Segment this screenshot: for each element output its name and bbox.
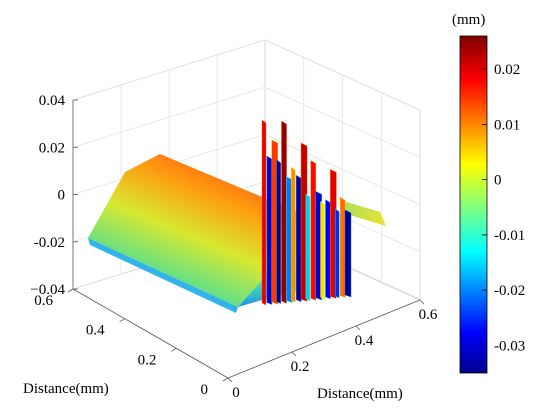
- y-axis-ticks: 0.6 0.4 0.2 0: [34, 288, 229, 398]
- plateau-top: [88, 154, 305, 307]
- surface-spike: [330, 169, 337, 299]
- z-axis-ticks: 0.04 0.02 0 -0.02 −0.04: [30, 93, 78, 298]
- tail-strip: [340, 200, 386, 226]
- y-tick-mark: [171, 347, 177, 352]
- surface-spike: [281, 120, 287, 304]
- surface-spike: [271, 139, 279, 305]
- surface-spike: [276, 159, 281, 304]
- surface-spike: [310, 160, 317, 301]
- x-tick-mark: [355, 325, 361, 331]
- x-tick-mark: [419, 299, 425, 305]
- y-axis-line: [72, 288, 229, 379]
- z-tick-label: 0.04: [39, 93, 66, 109]
- colorbar-tick-label: -0.03: [494, 338, 525, 354]
- plateau-front-wall: [88, 238, 238, 313]
- x-tick-label: 0.2: [291, 359, 310, 375]
- y-tick-mark: [222, 377, 229, 382]
- y-axis-label: Distance(mm): [23, 381, 109, 397]
- surface-spike: [291, 166, 296, 303]
- surface-spike: [334, 208, 340, 299]
- y-tick-mark: [119, 318, 125, 323]
- y-tick-mark: [67, 288, 74, 293]
- surface-spike: [286, 176, 293, 303]
- surface-spike: [295, 174, 302, 303]
- colorbar-tick-label: 0.01: [494, 117, 520, 133]
- y-tick-label: 0.6: [34, 293, 53, 309]
- colorbar-tick-label: -0.01: [494, 228, 525, 244]
- colorbar-tick-label: 0.02: [494, 62, 520, 78]
- z-tick-label: 0: [58, 188, 66, 204]
- surface: [88, 119, 386, 313]
- surface-spike: [305, 193, 311, 302]
- x-tick-label: 0.4: [355, 333, 374, 349]
- x-axis-label: Distance(mm): [317, 386, 403, 402]
- z-tick-label: -0.02: [34, 235, 65, 251]
- x-tick-mark: [291, 351, 297, 357]
- spike-region: [261, 119, 352, 306]
- z-tick-label: 0.02: [39, 140, 65, 156]
- surface-spike: [315, 190, 322, 301]
- colorbar-ticks: 0.02 0.01 0 -0.01 -0.02 -0.03: [482, 62, 525, 354]
- surface-spike: [344, 209, 352, 298]
- x-axis-ticks: 0 0.2 0.4 0.6: [227, 299, 438, 401]
- colorbar-tick-label: 0: [494, 173, 502, 189]
- y-tick-label: 0: [201, 382, 209, 398]
- z-tick-label: −0.04: [30, 282, 65, 298]
- x-tick-label: 0: [232, 385, 240, 401]
- x-tick-mark: [227, 377, 233, 383]
- surface-spike: [261, 119, 267, 306]
- x-tick-label: 0.6: [419, 307, 438, 323]
- colorbar: (mm) 0.02 0.01 0 -0.01 -0.02 -0.03: [452, 12, 525, 374]
- surface-spike: [300, 142, 308, 302]
- surface-spike: [325, 199, 331, 300]
- colorbar-gradient: [459, 35, 488, 374]
- colorbar-tick-label: -0.02: [494, 283, 525, 299]
- surface-spike: [266, 155, 273, 305]
- y-tick-label: 0.4: [86, 323, 105, 339]
- colorbar-unit: (mm): [452, 12, 485, 28]
- x-axis-line: [227, 299, 421, 379]
- surface-spike: [320, 200, 325, 300]
- y-tick-label: 0.2: [138, 352, 157, 368]
- surface-spike: [339, 196, 346, 298]
